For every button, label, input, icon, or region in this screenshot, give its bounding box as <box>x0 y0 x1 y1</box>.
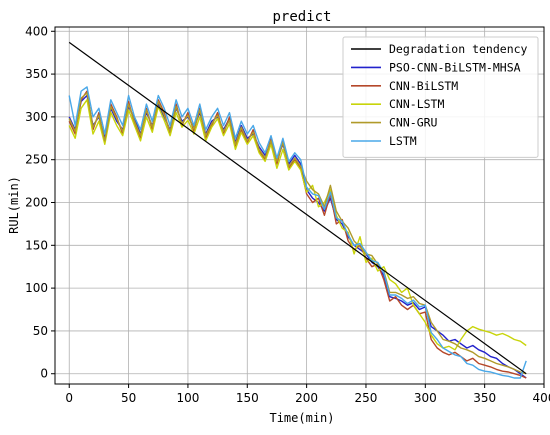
y-axis-ticks: 0 50 100 150 200 250 300 350 400 <box>25 24 55 381</box>
legend-box <box>342 36 539 158</box>
series-lines <box>68 41 527 379</box>
x-tick-label: 200 <box>295 391 318 405</box>
x-tick-label: 300 <box>414 391 437 405</box>
legend-entry: LSTM <box>389 134 417 148</box>
x-tick-label: 50 <box>121 391 136 405</box>
x-tick-label: 150 <box>236 391 259 405</box>
legend-entry: CNN-LSTM <box>389 97 444 111</box>
series-line-lstm <box>68 86 527 379</box>
chart-title: predict <box>272 9 331 25</box>
plot-frame <box>54 26 545 385</box>
legend: Degradation tendency PSO-CNN-BiLSTM-MHSA C… <box>342 36 539 158</box>
y-tick-label: 200 <box>25 196 48 210</box>
x-axis-ticks: 0 50 100 150 200 250 300 350 400 <box>65 384 550 405</box>
y-tick-label: 300 <box>25 110 48 124</box>
y-tick-label: 400 <box>25 24 48 38</box>
y-axis-label: RUL(min) <box>7 176 21 234</box>
y-tick-label: 250 <box>25 153 48 167</box>
y-tick-label: 50 <box>33 324 48 338</box>
x-tick-label: 250 <box>355 391 378 405</box>
series-line-cnn-gru <box>68 92 527 375</box>
legend-entry: CNN-BiLSTM <box>389 79 458 93</box>
x-tick-label: 400 <box>533 391 550 405</box>
legend-entry: Degradation tendency <box>389 42 528 56</box>
legend-entry: CNN-GRU <box>389 116 438 130</box>
series-line-cnn-lstm <box>68 99 527 351</box>
y-tick-label: 350 <box>25 67 48 81</box>
y-tick-label: 150 <box>25 238 48 252</box>
x-tick-label: 100 <box>176 391 199 405</box>
y-tick-label: 0 <box>40 367 48 381</box>
legend-entry: PSO-CNN-BiLSTM-MHSA <box>389 60 521 74</box>
x-tick-label: 350 <box>473 391 496 405</box>
series-line-degradation-tendency <box>68 41 527 375</box>
x-tick-label: 0 <box>65 391 73 405</box>
y-tick-label: 100 <box>25 281 48 295</box>
x-axis-label: Time(min) <box>269 411 334 425</box>
